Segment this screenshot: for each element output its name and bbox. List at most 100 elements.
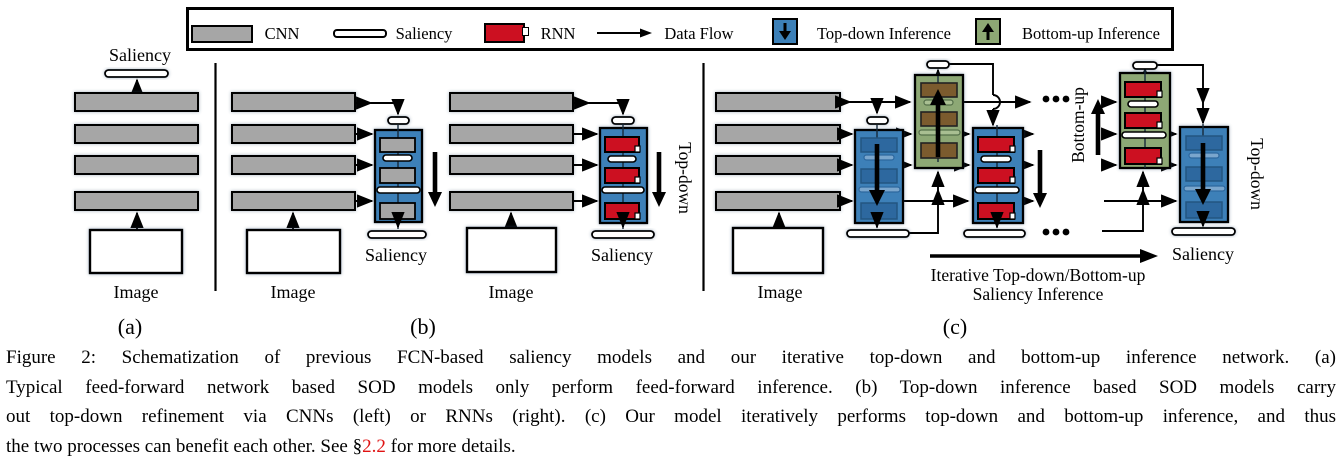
rnn-layer <box>977 167 1015 184</box>
cnn-layer <box>74 124 199 144</box>
saliency-map-pill <box>611 116 635 125</box>
caption-line-1: Figure 2: Schematization of previous FCN… <box>6 347 1336 368</box>
saliency-swatch <box>333 29 387 38</box>
caption-line-3: out top-down refinement via CNNs (left) … <box>6 406 1336 427</box>
panel-c-tag: (c) <box>943 314 967 339</box>
caption-line-4-post: for more details. <box>385 435 516 457</box>
image-label: Image <box>489 282 534 302</box>
rnn-layer <box>604 167 640 184</box>
rnn-layer <box>977 136 1015 153</box>
top-down-swatch <box>772 18 798 45</box>
section-2-2-link[interactable]: 2.2 <box>362 435 386 457</box>
rnn-notch <box>1009 212 1016 220</box>
iterative-label-line2: Saliency Inference <box>973 284 1104 304</box>
cnn-stack <box>449 92 574 211</box>
cnn-stack <box>715 92 841 211</box>
cnn-layer <box>715 92 841 112</box>
cnn-layer <box>74 155 199 175</box>
image-label: Image <box>114 282 159 302</box>
saliency-label: Saliency <box>109 45 171 65</box>
caption-line-2: Typical feed-forward network based SOD m… <box>6 376 1336 398</box>
flow-arrows <box>504 96 630 228</box>
cnn-layer <box>449 124 574 144</box>
saliency-label: Saliency <box>1172 244 1234 264</box>
panel-b-right: Saliency Top-down Image <box>449 92 695 302</box>
panel-dividers <box>214 63 705 291</box>
bottom-up-big-arrow <box>930 89 946 157</box>
cnn-stack <box>74 92 199 211</box>
cnn-layer <box>379 202 416 220</box>
saliency-map-pill <box>376 186 421 194</box>
rnn-layer <box>604 136 640 153</box>
cnn-layer <box>231 191 356 211</box>
saliency-map-pill <box>387 116 410 125</box>
flow-arrows <box>835 63 1210 234</box>
image-label: Image <box>758 282 803 302</box>
data-flow-arrow-icon <box>597 28 652 38</box>
saliency-map-pill <box>607 155 637 163</box>
saliency-map-pill <box>104 69 169 78</box>
saliency-output-pill <box>591 230 655 239</box>
cnn-swatch <box>191 25 253 43</box>
down-arrow-icon <box>779 23 791 40</box>
rnn-layer <box>977 202 1015 220</box>
rnn-notch <box>1009 145 1016 153</box>
top-down-big-arrow <box>1195 143 1211 205</box>
image-box <box>245 228 342 275</box>
top-down-big-arrow <box>869 144 885 206</box>
flow-arrows <box>286 96 405 230</box>
panel-a: Saliency Image (a) <box>74 45 199 339</box>
bottom-up-box-2-rnn-layers <box>1121 81 1167 165</box>
legend: CNN Saliency RNN Data Flow Top-down Infe… <box>186 7 1174 51</box>
rnn-notch <box>634 145 641 153</box>
panel-b-left: Saliency Image (b) <box>231 92 442 339</box>
cnn-layer <box>715 155 841 175</box>
rnn-layer <box>1124 112 1162 129</box>
cnn-layer <box>231 155 356 175</box>
top-down-box-1-ghost-layers <box>858 137 901 220</box>
rnn-notch <box>1009 176 1016 184</box>
panel-c: Image <box>715 60 1267 339</box>
rnn-notch <box>634 212 641 220</box>
saliency-output-pill <box>1171 227 1236 236</box>
top-down-label: Top-down <box>1247 138 1267 210</box>
saliency-label: Saliency <box>365 245 427 265</box>
top-down-big-arrow <box>1033 150 1047 208</box>
saliency-map-pill <box>980 155 1012 163</box>
image-box <box>88 228 184 275</box>
saliency-map-pill <box>1121 131 1167 139</box>
legend-label-top-down: Top-down Inference <box>817 24 951 43</box>
cnn-layer <box>231 92 356 112</box>
top-down-big-arrow <box>428 152 442 207</box>
refine-cnn-stack <box>376 137 421 220</box>
saliency-label: Saliency <box>591 245 653 265</box>
cnn-stack <box>231 92 356 211</box>
caption-line-4-pre: the two processes can benefit each other… <box>6 435 363 457</box>
legend-label-data-flow: Data Flow <box>664 24 734 43</box>
saliency-map-pill <box>974 186 1020 194</box>
panel-b-tag: (b) <box>410 314 436 339</box>
saliency-map-pill <box>1132 61 1158 70</box>
legend-label-bottom-up: Bottom-up Inference <box>1022 24 1160 43</box>
legend-label-saliency: Saliency <box>395 24 453 43</box>
top-down-label: Top-down <box>675 142 695 214</box>
image-label: Image <box>271 282 316 302</box>
saliency-map-pill <box>1127 100 1159 108</box>
saliency-output-pill <box>367 230 427 239</box>
cnn-layer <box>715 191 841 211</box>
bottom-up-swatch <box>975 18 1001 45</box>
rnn-layer <box>604 202 640 220</box>
rnn-notch <box>522 27 529 36</box>
iterative-inference-arrow <box>930 249 1158 263</box>
cnn-layer <box>74 92 199 112</box>
saliency-output-pill <box>963 229 1026 238</box>
iterative-label-line1: Iterative Top-down/Bottom-up <box>931 265 1146 285</box>
saliency-output-pill <box>846 229 910 238</box>
caption-line-4: the two processes can benefit each other… <box>6 432 1336 462</box>
saliency-map-pill <box>382 154 413 162</box>
bottom-up-big-arrow <box>1091 99 1105 155</box>
cnn-layer <box>449 191 574 211</box>
image-box <box>465 226 558 274</box>
refine-rnn-stack <box>601 136 645 220</box>
